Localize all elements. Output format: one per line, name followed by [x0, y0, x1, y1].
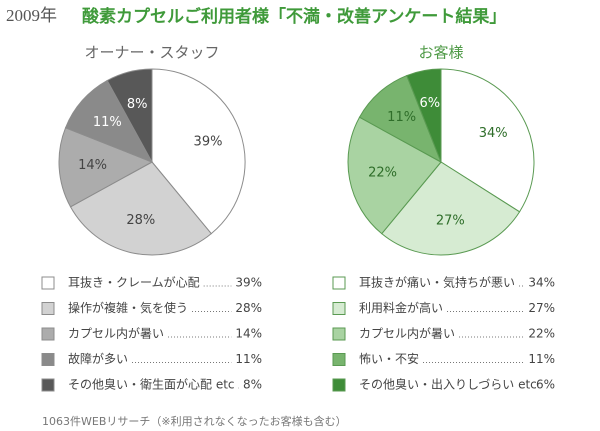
legend-swatch	[41, 327, 55, 341]
legend-label: 操作が複雑・気を使う	[68, 300, 188, 315]
pie-slice	[106, 68, 153, 163]
year: 2009年	[6, 6, 57, 25]
pie-slice	[58, 127, 154, 208]
pie-title: お客様	[418, 44, 463, 62]
legend-label: カプセル内が暑い	[359, 326, 455, 341]
slice-label: 11%	[387, 110, 416, 125]
legend-value: 28%	[235, 301, 262, 315]
pie-title: オーナー・スタッフ	[84, 44, 219, 62]
slice-label: 22%	[368, 166, 397, 181]
slice-label: 14%	[78, 158, 107, 173]
legend-value: 34%	[528, 276, 555, 290]
slice-label: 11%	[93, 115, 122, 130]
slice-label: 8%	[127, 97, 148, 112]
legend-value: 22%	[528, 327, 555, 341]
slice-label: 27%	[436, 213, 465, 228]
slice-label: 6%	[420, 96, 441, 111]
legend-swatch	[41, 378, 55, 392]
pie-slice	[440, 68, 535, 213]
legend-label: 利用料金が高い	[359, 300, 443, 315]
pie-slice	[406, 68, 442, 163]
legend-label: 耳抜きが痛い・気持ちが悪い	[359, 275, 515, 290]
legend-label: その他臭い・衛生面が心配 etc	[68, 377, 235, 392]
legend-swatch	[332, 302, 346, 315]
legend-swatch	[332, 327, 346, 341]
legend-label: その他臭い・出入りしづらい etc	[359, 377, 537, 392]
pie-slice	[381, 161, 521, 256]
slice-label: 34%	[479, 126, 508, 141]
pie-slice	[347, 116, 442, 235]
legend-swatch	[41, 302, 55, 315]
main-title: 酸素カプセルご利用者様「不満・改善アンケート結果」	[82, 6, 506, 27]
legend-value: 8%	[243, 378, 262, 392]
slice-label: 39%	[194, 134, 223, 149]
legend-label: カプセル内が暑い	[68, 326, 164, 341]
legend-swatch	[41, 353, 55, 366]
legend-value: 14%	[235, 327, 262, 341]
legend-swatch	[332, 276, 346, 290]
legend-value: 27%	[528, 301, 555, 315]
legend-value: 6%	[536, 378, 555, 392]
legend-label: 故障が多い	[68, 351, 128, 366]
legend-swatch	[332, 353, 346, 366]
legend-value: 11%	[528, 352, 555, 366]
legend-swatch	[41, 276, 55, 290]
legend-value: 11%	[235, 352, 262, 366]
legend-label: 耳抜き・クレームが心配	[68, 275, 200, 290]
legend-swatch	[332, 378, 346, 392]
pie-slice	[69, 161, 212, 256]
legend-label: 怖い・不安	[359, 351, 419, 366]
footnote: 1063件WEBリサーチ（※利用されなくなったお客様も含む）	[42, 414, 347, 428]
slice-label: 28%	[126, 213, 155, 228]
pie-slice	[151, 68, 246, 235]
legend-value: 39%	[235, 276, 262, 290]
